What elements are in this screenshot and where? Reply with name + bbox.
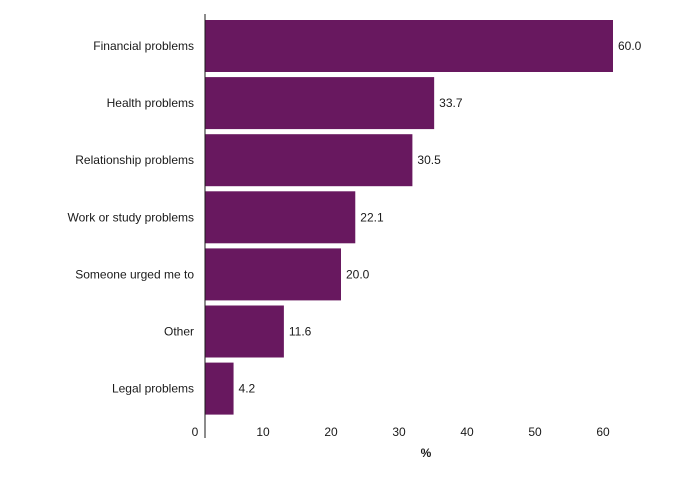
bar-1 [205, 20, 613, 72]
value-label: 30.5 [417, 153, 441, 167]
x-tick-label: 30 [392, 425, 406, 439]
category-label: Legal problems [112, 382, 194, 396]
category-label: Health problems [107, 96, 194, 110]
category-label: Financial problems [93, 39, 194, 53]
value-label: 11.6 [289, 325, 312, 339]
x-tick-label: 0 [192, 425, 199, 439]
x-axis-ticks: 0 10 20 30 40 50 60 [192, 425, 610, 439]
x-tick-label: 20 [324, 425, 338, 439]
value-label: 22.1 [360, 210, 384, 224]
bar-7 [205, 362, 234, 415]
bar-2 [205, 77, 435, 130]
category-label: Someone urged me to [75, 267, 194, 281]
value-label: 4.2 [239, 382, 256, 396]
category-label: Work or study problems [68, 210, 195, 224]
labels-layer: Financial problems 60.0 Health problems 33.… [68, 39, 642, 396]
bar-3 [205, 134, 413, 187]
x-tick-label: 40 [460, 425, 474, 439]
x-axis-title: % [421, 446, 432, 460]
bar-6 [205, 305, 284, 358]
x-tick-label: 60 [596, 425, 610, 439]
value-label: 20.0 [346, 267, 370, 281]
bar-4 [205, 191, 356, 244]
value-label: 60.0 [618, 39, 642, 53]
x-tick-label: 10 [256, 425, 270, 439]
bar-5 [205, 248, 341, 301]
category-label: Relationship problems [75, 153, 194, 167]
category-label: Other [164, 325, 194, 339]
value-label: 33.7 [439, 96, 463, 110]
x-tick-label: 50 [528, 425, 542, 439]
bars-layer [205, 20, 613, 415]
